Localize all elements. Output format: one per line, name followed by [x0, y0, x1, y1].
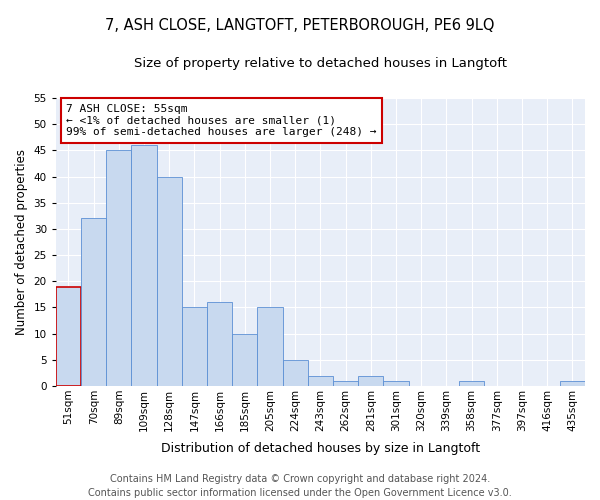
- Bar: [333, 381, 358, 386]
- Title: Size of property relative to detached houses in Langtoft: Size of property relative to detached ho…: [134, 58, 507, 70]
- Bar: [131, 145, 157, 386]
- Text: 7, ASH CLOSE, LANGTOFT, PETERBOROUGH, PE6 9LQ: 7, ASH CLOSE, LANGTOFT, PETERBOROUGH, PE…: [105, 18, 495, 32]
- Bar: [383, 381, 409, 386]
- X-axis label: Distribution of detached houses by size in Langtoft: Distribution of detached houses by size …: [161, 442, 480, 455]
- Bar: [56, 286, 81, 386]
- Text: Contains HM Land Registry data © Crown copyright and database right 2024.
Contai: Contains HM Land Registry data © Crown c…: [88, 474, 512, 498]
- Bar: [459, 381, 484, 386]
- Bar: [358, 376, 383, 386]
- Bar: [182, 308, 207, 386]
- Bar: [308, 376, 333, 386]
- Y-axis label: Number of detached properties: Number of detached properties: [15, 149, 28, 335]
- Bar: [207, 302, 232, 386]
- Bar: [232, 334, 257, 386]
- Bar: [157, 176, 182, 386]
- Text: 7 ASH CLOSE: 55sqm
← <1% of detached houses are smaller (1)
99% of semi-detached: 7 ASH CLOSE: 55sqm ← <1% of detached hou…: [67, 104, 377, 137]
- Bar: [106, 150, 131, 386]
- Bar: [560, 381, 585, 386]
- Bar: [81, 218, 106, 386]
- Bar: [257, 308, 283, 386]
- Bar: [283, 360, 308, 386]
